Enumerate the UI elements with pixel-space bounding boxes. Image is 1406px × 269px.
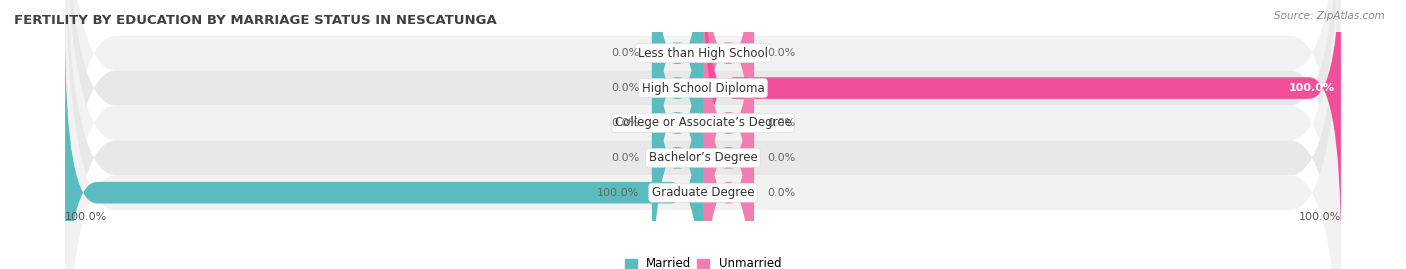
Text: FERTILITY BY EDUCATION BY MARRIAGE STATUS IN NESCATUNGA: FERTILITY BY EDUCATION BY MARRIAGE STATU…	[14, 14, 496, 27]
Text: 0.0%: 0.0%	[612, 153, 640, 163]
Text: 100.0%: 100.0%	[598, 188, 640, 198]
Text: 100.0%: 100.0%	[1288, 83, 1334, 93]
FancyBboxPatch shape	[65, 0, 1341, 269]
FancyBboxPatch shape	[65, 0, 1341, 269]
Text: 0.0%: 0.0%	[612, 48, 640, 58]
FancyBboxPatch shape	[703, 0, 754, 217]
Legend: Married, Unmarried: Married, Unmarried	[620, 253, 786, 269]
FancyBboxPatch shape	[65, 0, 1341, 269]
FancyBboxPatch shape	[703, 0, 754, 269]
Text: 100.0%: 100.0%	[65, 212, 107, 222]
FancyBboxPatch shape	[65, 0, 1341, 269]
FancyBboxPatch shape	[65, 29, 703, 269]
FancyBboxPatch shape	[652, 0, 703, 217]
FancyBboxPatch shape	[652, 0, 703, 269]
FancyBboxPatch shape	[65, 0, 1341, 269]
Text: 0.0%: 0.0%	[766, 118, 794, 128]
Text: 100.0%: 100.0%	[1299, 212, 1341, 222]
Text: 0.0%: 0.0%	[612, 83, 640, 93]
Text: Source: ZipAtlas.com: Source: ZipAtlas.com	[1274, 11, 1385, 21]
Text: 0.0%: 0.0%	[766, 153, 794, 163]
FancyBboxPatch shape	[703, 0, 1341, 252]
Text: Less than High School: Less than High School	[638, 47, 768, 60]
Text: College or Associate’s Degree: College or Associate’s Degree	[614, 116, 792, 129]
FancyBboxPatch shape	[703, 29, 754, 269]
FancyBboxPatch shape	[652, 0, 703, 269]
Text: 0.0%: 0.0%	[766, 188, 794, 198]
Text: Graduate Degree: Graduate Degree	[652, 186, 754, 199]
Text: Bachelor’s Degree: Bachelor’s Degree	[648, 151, 758, 164]
FancyBboxPatch shape	[652, 0, 703, 252]
Text: High School Diploma: High School Diploma	[641, 82, 765, 95]
FancyBboxPatch shape	[703, 0, 754, 269]
Text: 0.0%: 0.0%	[612, 118, 640, 128]
Text: 0.0%: 0.0%	[766, 48, 794, 58]
